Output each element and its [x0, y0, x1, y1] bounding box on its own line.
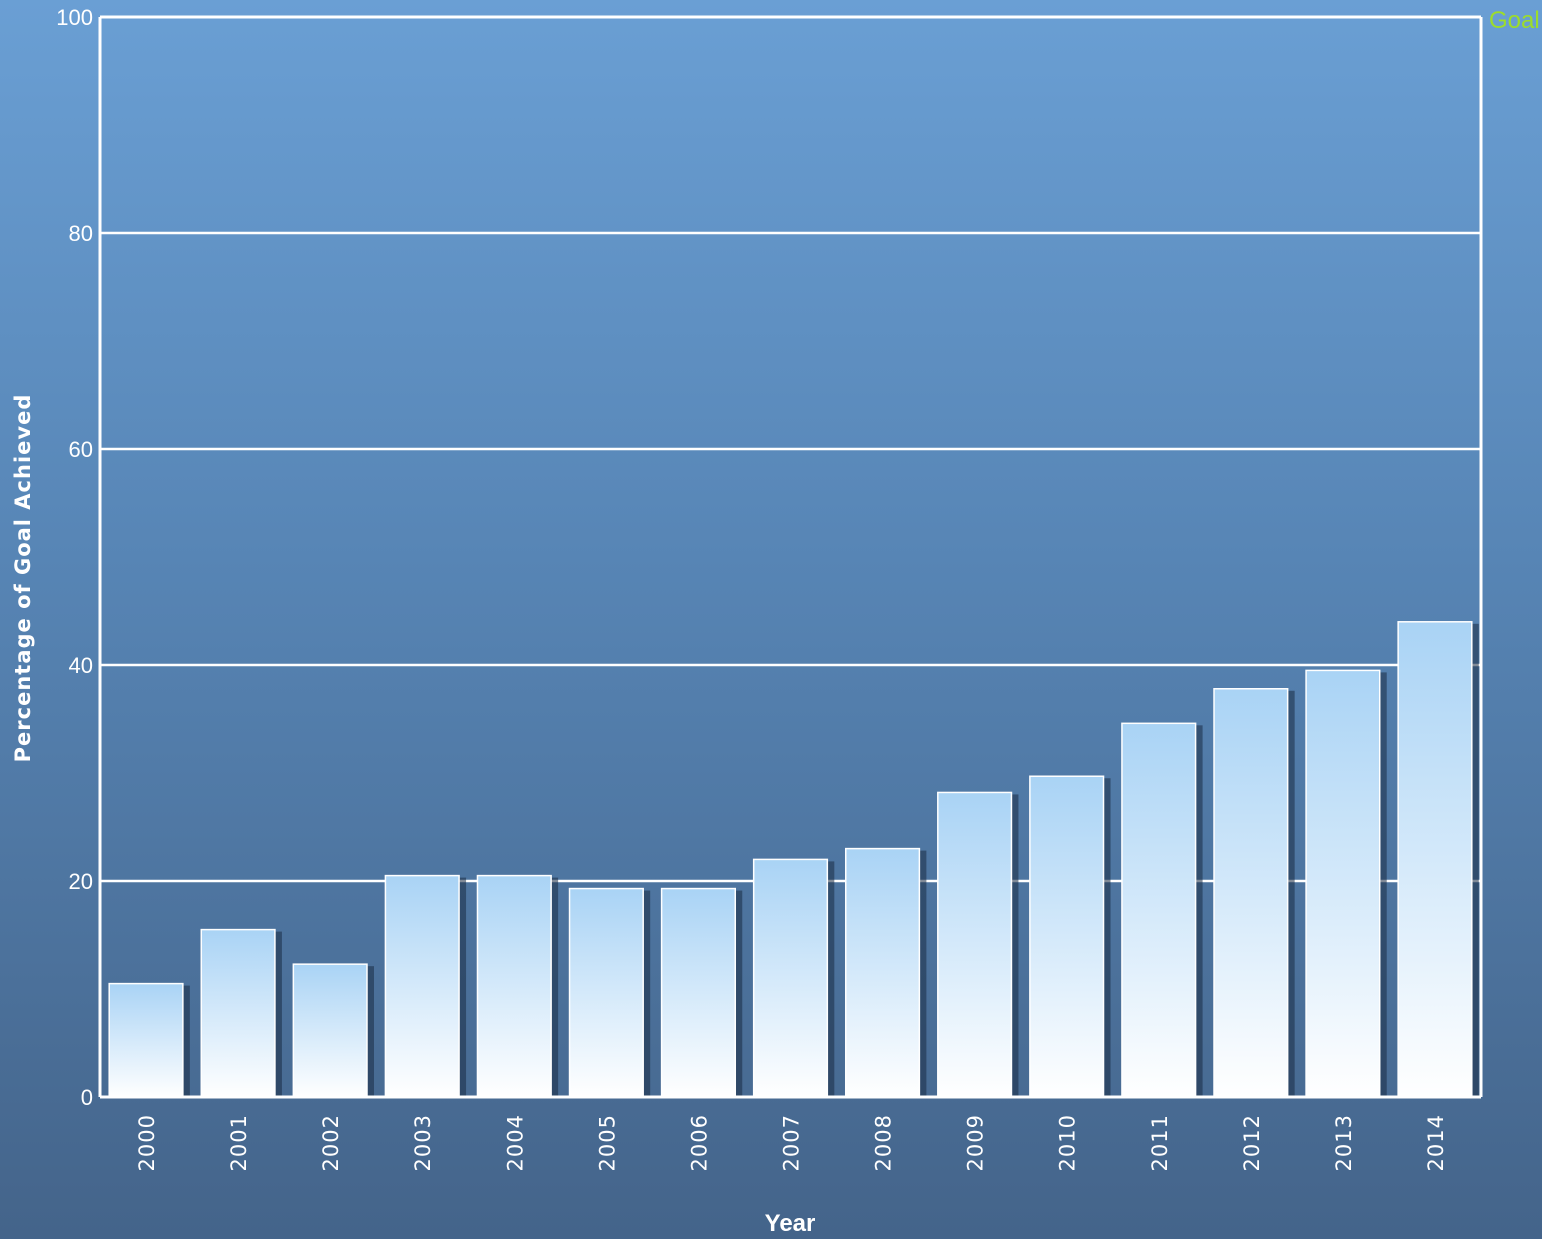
y-tick-label: 80	[69, 221, 93, 246]
y-tick-label: 20	[69, 869, 93, 894]
x-tick-label: 2012	[1240, 1114, 1264, 1171]
x-tick-label: 2010	[1056, 1114, 1080, 1171]
y-tick-label: 0	[81, 1085, 93, 1110]
y-tick-label: 60	[69, 437, 93, 462]
x-tick-label: 2014	[1424, 1114, 1448, 1171]
bar	[108, 982, 184, 1098]
x-tick-label: 2009	[964, 1114, 988, 1171]
x-tick-label: 2011	[1148, 1114, 1172, 1171]
goal-label: Goal	[1489, 7, 1540, 34]
x-tick-label: 2007	[780, 1114, 804, 1171]
x-tick-label: 2013	[1332, 1114, 1356, 1171]
x-tick-label: 2001	[227, 1114, 251, 1171]
bar	[292, 963, 368, 1098]
x-tick-label: 2005	[595, 1114, 619, 1171]
x-tick-label: 2003	[411, 1114, 435, 1171]
x-tick-label: 2006	[687, 1114, 711, 1171]
bar	[1305, 669, 1381, 1098]
x-tick-label: 2000	[135, 1114, 159, 1171]
y-axis-title: Percentage of Goal Achieved	[11, 394, 35, 763]
bar	[752, 858, 829, 1098]
x-tick-label: 2002	[319, 1114, 343, 1171]
bar	[844, 847, 921, 1098]
x-tick-label: 2004	[503, 1114, 527, 1171]
bar	[1121, 722, 1197, 1098]
y-axis-ticks: 0 20 40 60 80 100	[56, 5, 93, 1110]
bar	[568, 887, 644, 1098]
bar	[937, 791, 1013, 1098]
y-tick-label: 40	[69, 653, 93, 678]
x-axis-title: Year	[765, 1210, 816, 1237]
bars	[108, 621, 1479, 1098]
bar	[476, 874, 552, 1098]
bar	[1213, 688, 1289, 1098]
bar	[200, 928, 276, 1098]
x-tick-label: 2008	[872, 1114, 896, 1171]
bar	[384, 874, 460, 1098]
plot-frame	[98, 15, 1483, 1099]
bar	[1029, 775, 1105, 1098]
bar	[1397, 621, 1473, 1098]
y-tick-label: 100	[56, 5, 93, 30]
x-axis-ticks: 2000 2001 2002 2003 2004 2005 2006 2007 2008 2009…	[135, 1114, 1448, 1171]
bar	[660, 887, 737, 1098]
